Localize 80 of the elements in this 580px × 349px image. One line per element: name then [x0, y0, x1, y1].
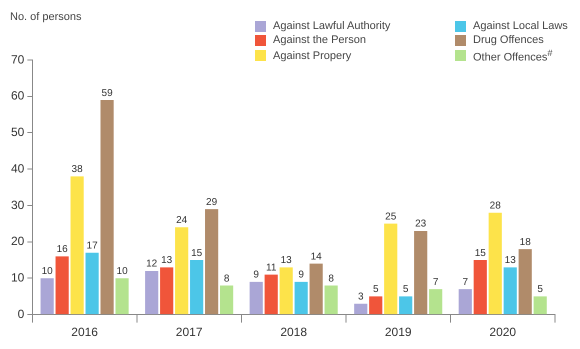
- y-tick-label: 0: [18, 306, 25, 321]
- x-tick-label: 2016: [71, 325, 98, 340]
- bar: [115, 278, 129, 314]
- data-label: 29: [206, 196, 218, 208]
- data-label: 15: [474, 248, 486, 259]
- bar: [70, 176, 84, 314]
- data-label: 5: [402, 284, 409, 296]
- bar: [86, 252, 99, 314]
- data-label: 23: [415, 218, 427, 230]
- bar: [518, 249, 532, 314]
- data-label: 3: [358, 291, 364, 302]
- data-label: 12: [146, 258, 158, 270]
- bar: [250, 282, 263, 314]
- data-label: 28: [490, 200, 502, 212]
- legend-label: Against Lawful Authority: [273, 20, 390, 32]
- data-label: 13: [161, 255, 173, 266]
- y-tick-label: 60: [10, 88, 25, 103]
- x-tick-label: 2018: [280, 325, 308, 340]
- bar: [100, 100, 114, 314]
- data-label: 38: [72, 164, 84, 176]
- bar: [40, 278, 54, 314]
- x-tick-label: 2019: [384, 325, 412, 340]
- data-label: 18: [520, 236, 532, 248]
- data-label: 8: [224, 273, 230, 284]
- data-label: 10: [42, 266, 54, 277]
- bar: [488, 212, 502, 314]
- data-label: 11: [266, 262, 277, 274]
- y-tick-label: 30: [10, 198, 25, 212]
- data-label: 13: [280, 255, 292, 266]
- legend-label: Other Offences$^{#}$: [473, 48, 552, 64]
- data-label: 8: [328, 273, 334, 284]
- bar: [160, 267, 174, 314]
- bar: [175, 227, 188, 314]
- data-label: 25: [385, 211, 397, 222]
- data-label: 5: [537, 284, 544, 296]
- data-label: 13: [504, 255, 516, 266]
- data-label: 5: [372, 284, 379, 296]
- data-label: 17: [86, 240, 98, 252]
- bar: [458, 289, 472, 314]
- y-tick-label: 10: [10, 270, 25, 285]
- bar: [190, 260, 204, 314]
- bar: [399, 296, 412, 314]
- data-label: 10: [116, 266, 128, 277]
- bar: [324, 286, 338, 314]
- x-tick-label: 2020: [489, 325, 516, 340]
- data-label: 9: [253, 270, 260, 281]
- data-label: 16: [56, 244, 68, 256]
- legend-label: Against Propery: [273, 50, 352, 62]
- bar: [354, 304, 368, 314]
- data-label: 15: [191, 248, 203, 259]
- bar: [504, 267, 517, 314]
- data-label: 14: [310, 251, 322, 262]
- legend-label: Against the Person: [273, 34, 366, 46]
- legend-label: Drug Offences: [473, 34, 544, 46]
- y-axis-title: No. of persons: [10, 11, 82, 23]
- data-label: 7: [462, 276, 468, 288]
- y-tick-label: 40: [10, 161, 25, 176]
- bar: [534, 296, 547, 314]
- x-tick-label: 2017: [176, 325, 203, 340]
- bar: [145, 270, 158, 314]
- bar: [56, 256, 69, 314]
- bar: [369, 296, 382, 314]
- y-tick-label: 70: [10, 52, 25, 66]
- bar: [264, 274, 278, 314]
- bar: [474, 260, 487, 314]
- legend-label: Against Local Laws: [473, 20, 568, 32]
- bar: [384, 224, 398, 314]
- bar: [429, 289, 442, 314]
- data-label: 7: [432, 276, 439, 288]
- bar: [280, 267, 293, 314]
- bar: [220, 286, 234, 314]
- bar: [205, 209, 218, 314]
- data-label: 24: [176, 215, 188, 226]
- data-label: 9: [298, 270, 304, 281]
- bar: [294, 282, 308, 314]
- bar: [414, 230, 428, 314]
- y-tick-label: 50: [10, 125, 25, 140]
- data-label: 59: [102, 88, 114, 99]
- y-tick-label: 20: [10, 234, 25, 248]
- bar: [310, 264, 323, 314]
